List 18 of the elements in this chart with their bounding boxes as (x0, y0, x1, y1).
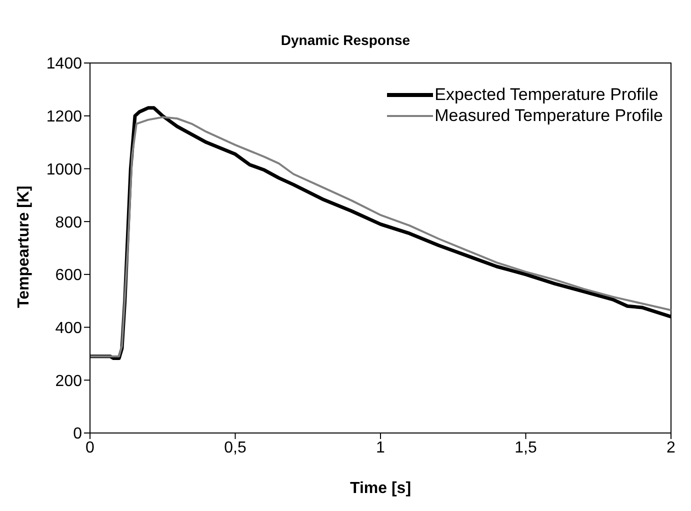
y-axis-title: Tempearture [K] (16, 186, 33, 308)
chart-title: Dynamic Response (280, 32, 412, 48)
legend-label: Measured Temperature Profile (434, 105, 663, 126)
y-tick-label: 600 (55, 267, 82, 284)
x-tick-label: 1 (376, 439, 386, 456)
x-tick-label: 0,5 (224, 439, 246, 456)
y-tick-label: 0 (73, 426, 82, 443)
legend-label: Expected Temperature Profile (434, 84, 658, 105)
y-tick-label: 800 (55, 214, 82, 232)
y-tick-label: 200 (55, 372, 82, 390)
y-tick-label: 1000 (46, 161, 82, 178)
y-tick-label: 1400 (46, 56, 82, 73)
y-tick-label: 1200 (46, 108, 82, 126)
x-tick-label: 1,5 (514, 439, 537, 456)
y-tick-label: 400 (55, 320, 82, 337)
x-tick-label: 0 (86, 439, 95, 456)
x-tick-label: 2 (666, 439, 676, 456)
x-axis-title: Time [s] (350, 480, 412, 497)
